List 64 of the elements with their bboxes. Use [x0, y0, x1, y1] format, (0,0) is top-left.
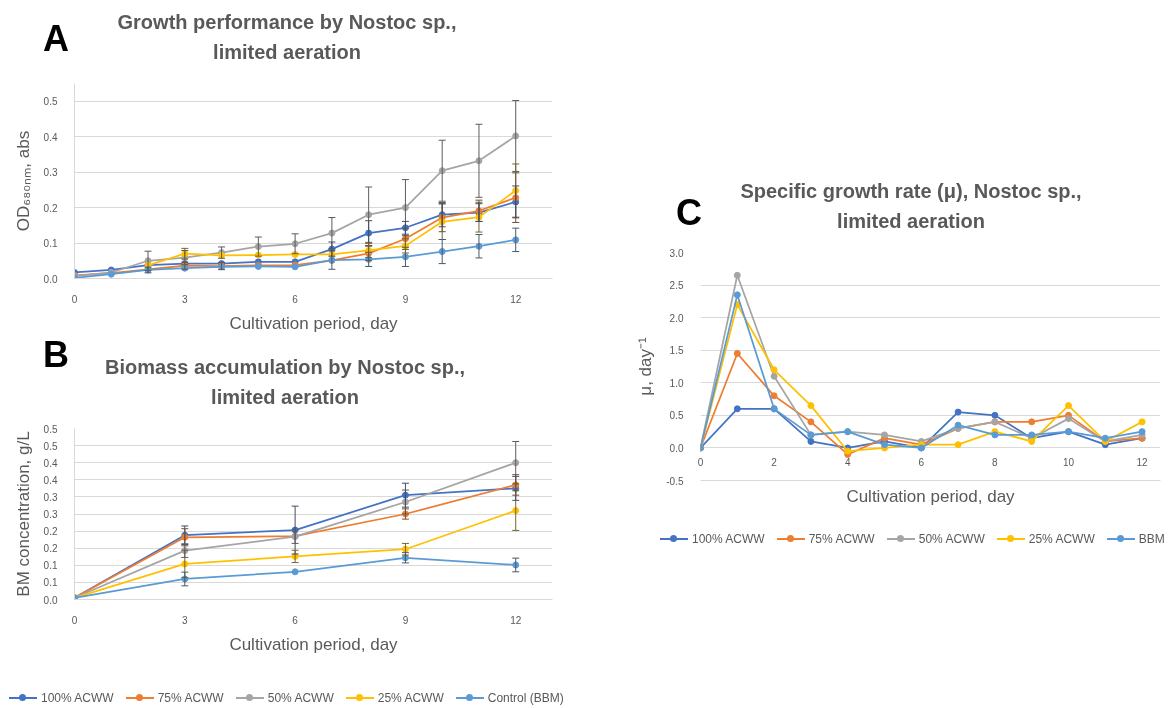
legend-label: 75% ACWW	[808, 531, 875, 546]
x-axis-title: Cultivation period, day	[846, 486, 1016, 506]
y-tick-label: 1.0	[669, 377, 684, 389]
chart-title: Growth performance by Nostoc sp., limited aeration	[116, 10, 458, 65]
y-tick-label: -0.5	[666, 475, 684, 487]
y-tick-label: 0.0	[669, 442, 684, 454]
y-axis-title: BM concentration, g/L	[13, 431, 33, 597]
x-tick-label: 0	[71, 293, 78, 305]
legend-label: 25% ACWW	[1028, 531, 1095, 546]
text: A	[43, 18, 69, 59]
x-axis-title: Cultivation period, day	[229, 313, 399, 333]
x-tick-label: 10	[1062, 456, 1075, 468]
y-tick-label: 0.4	[43, 474, 58, 486]
y-tick-label: 0.2	[43, 526, 58, 538]
x-tick-label: 3	[182, 614, 189, 626]
legend-label: 100% ACWW	[692, 531, 765, 546]
y-tick-label: 0.1	[43, 560, 58, 572]
y-tick-label: 0.4	[43, 457, 58, 469]
y-tick-label: 2.5	[669, 280, 684, 292]
x-tick-label: 0	[71, 614, 78, 626]
y-tick-label: 0.3	[43, 509, 58, 520]
x-tick-label: 3	[182, 293, 189, 305]
y-tick-label: 0.3	[43, 167, 58, 179]
legend-label: Control (BBM)	[487, 690, 564, 705]
y-tick-label: 0.5	[43, 440, 58, 452]
x-tick-label: 12	[510, 293, 522, 305]
y-tick-label: 2.0	[669, 312, 684, 324]
x-tick-label: 6	[918, 456, 925, 468]
x-tick-label: 6	[292, 614, 299, 626]
y-axis-title: μ, day⁻¹	[636, 337, 656, 396]
x-tick-label: 2	[771, 456, 778, 468]
x-tick-label: 4	[844, 456, 851, 468]
x-tick-label: 12	[510, 614, 522, 626]
legend-label: 25% ACWW	[377, 690, 444, 705]
legend-label: 50% ACWW	[918, 531, 985, 546]
y-tick-label: 0.3	[43, 491, 58, 503]
chart-title: Specific growth rate (μ), Nostoc sp., limited aeration	[739, 179, 1083, 234]
y-tick-label: 0.5	[43, 423, 58, 435]
y-tick-label: 3.0	[669, 247, 684, 259]
legend-label: 100% ACWW	[41, 690, 114, 705]
y-tick-label: 0.1	[43, 238, 58, 250]
x-axis-title: Cultivation period, day	[229, 634, 399, 654]
legend-label: 75% ACWW	[157, 690, 224, 705]
x-tick-label: 0	[697, 456, 704, 468]
y-axis-title: OD₆₈₀ₙₘ, abs	[13, 130, 33, 232]
legend-label: 50% ACWW	[267, 690, 334, 705]
text: B	[43, 334, 69, 375]
x-tick-label: 6	[292, 293, 299, 305]
y-tick-label: 0.2	[43, 543, 58, 555]
chart-title: Biomass accumulation by Nostoc sp., limited aeration	[103, 355, 467, 410]
legend-label: BBM	[1138, 531, 1165, 546]
y-tick-label: 0.0	[43, 273, 58, 285]
y-tick-label: 0.1	[43, 577, 58, 589]
y-tick-label: 0.2	[43, 202, 58, 214]
text: C	[676, 192, 702, 233]
y-tick-label: 0.5	[669, 410, 684, 422]
y-tick-label: 0.5	[43, 96, 58, 108]
y-tick-label: 1.5	[669, 345, 684, 357]
x-tick-label: 9	[402, 293, 409, 305]
y-tick-label: 0.0	[43, 594, 58, 606]
x-tick-label: 12	[1136, 456, 1149, 468]
y-tick-label: 0.4	[43, 131, 58, 143]
x-tick-label: 9	[402, 614, 409, 626]
x-tick-label: 8	[992, 456, 999, 468]
